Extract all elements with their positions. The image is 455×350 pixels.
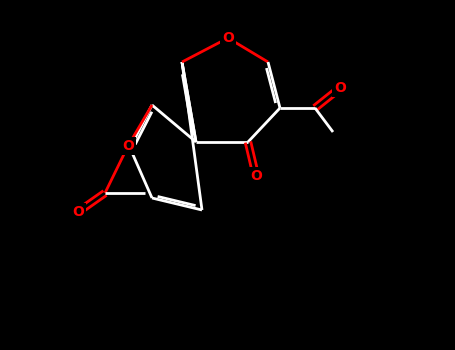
Text: O: O bbox=[334, 81, 346, 95]
Text: O: O bbox=[250, 169, 262, 183]
Text: O: O bbox=[72, 205, 84, 219]
Text: O: O bbox=[222, 31, 234, 45]
Text: O: O bbox=[122, 139, 134, 153]
